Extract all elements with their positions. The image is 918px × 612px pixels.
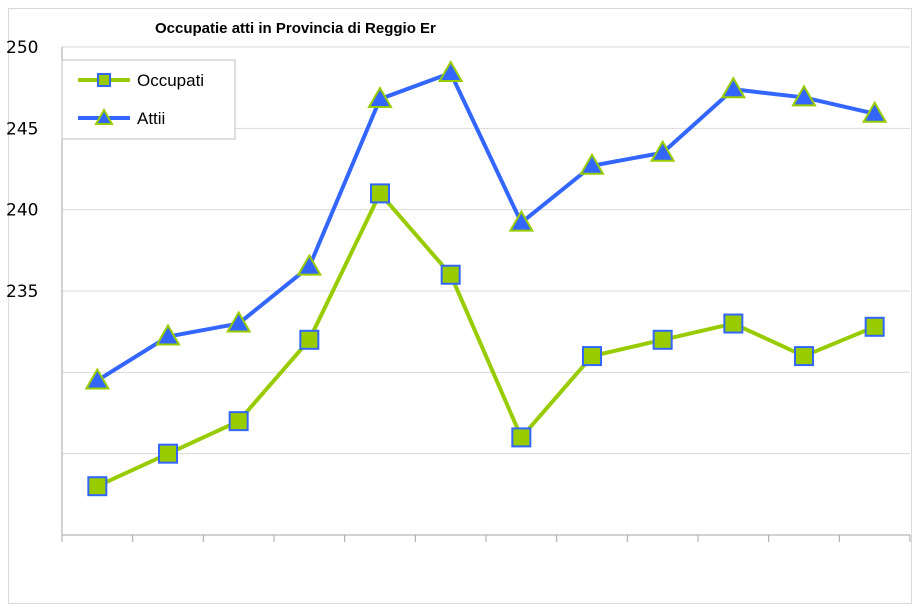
legend-box <box>61 59 236 140</box>
triangle-marker <box>84 367 111 390</box>
square-marker <box>723 313 744 334</box>
triangle-marker <box>720 76 747 99</box>
legend-label: Occupati <box>137 71 204 90</box>
triangle-marker <box>296 253 323 276</box>
y-tick-label: 240 <box>6 201 38 221</box>
triangle-marker <box>225 310 252 333</box>
legend-triangle-marker <box>94 107 114 125</box>
square-marker <box>794 346 814 367</box>
legend-label: Attii <box>137 109 165 128</box>
square-marker <box>582 346 602 367</box>
legend: Occupati Attii <box>61 59 236 140</box>
triangle-marker <box>367 86 393 109</box>
square-marker <box>652 329 673 350</box>
legend-square-marker <box>97 73 111 87</box>
square-marker <box>299 329 320 350</box>
triangle-marker <box>155 323 181 346</box>
triangle-marker <box>508 209 535 232</box>
square-marker <box>228 411 249 432</box>
y-tick-label: 235 <box>6 282 38 302</box>
y-tick-label: 250 <box>6 38 38 58</box>
series-line-occupati <box>96 191 876 489</box>
chart-title: Occupatie atti in Provincia di Reggio Er <box>155 20 436 37</box>
triangle-marker <box>861 100 888 123</box>
series-line-attii <box>96 71 876 383</box>
triangle-marker <box>791 84 817 107</box>
square-marker <box>87 476 108 497</box>
series-lines <box>96 71 876 489</box>
square-marker <box>864 316 885 337</box>
triangle-marker <box>579 152 605 175</box>
triangle-marker <box>649 139 676 162</box>
square-marker <box>370 183 390 204</box>
y-tick-label: 245 <box>6 119 38 139</box>
square-marker <box>158 443 178 464</box>
series-markers <box>84 60 888 497</box>
y-tick-labels: 250 245 240 235 <box>6 38 38 302</box>
square-marker <box>511 427 532 448</box>
square-marker <box>440 264 461 285</box>
triangle-marker <box>437 60 464 83</box>
